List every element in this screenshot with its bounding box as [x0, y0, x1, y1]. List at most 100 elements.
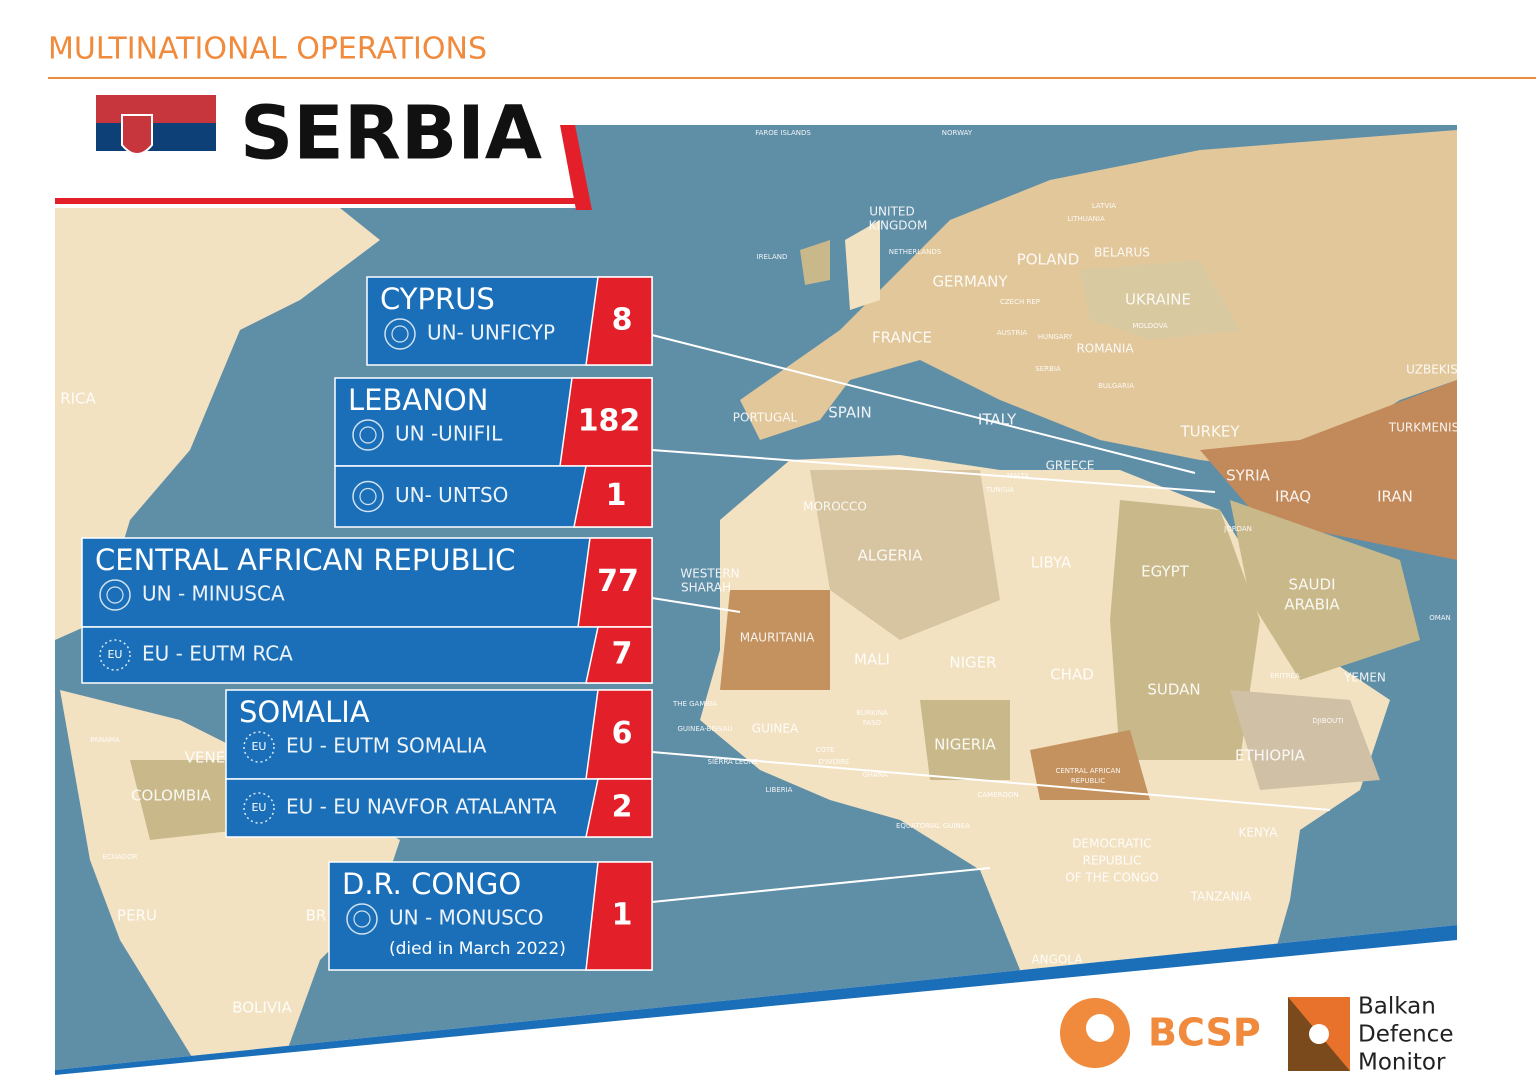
map-label: TANZANIA — [1190, 890, 1253, 904]
panel-bg — [225, 778, 653, 838]
map-label: ANGOLA — [1031, 953, 1083, 967]
connector — [651, 449, 1216, 493]
operation: D.R. CONGO UN - MONUSCO (died in March 202… — [328, 861, 653, 971]
connector — [651, 751, 1331, 811]
map-label: BURKINA — [856, 709, 888, 717]
operation: CYPRUS UN- UNFICYP 8 — [366, 276, 653, 366]
map-label: LIBERIA — [766, 786, 793, 794]
un-emblem — [352, 419, 384, 451]
map-label: FAROE ISLANDS — [755, 129, 811, 137]
operation: LEBANON UN -UNIFIL 182 UN- UNTSO 1 — [334, 377, 653, 528]
operation-country: CYPRUS — [380, 282, 495, 316]
bdm-name: Defence — [1358, 1022, 1453, 1048]
map-label: GREECE — [1046, 459, 1095, 473]
mission-name: EU - EUTM RCA — [142, 642, 293, 666]
flag-stripe — [96, 151, 216, 179]
land — [1030, 730, 1150, 800]
mission-name: UN - MINUSCA — [142, 582, 285, 606]
map-label: GUINEA — [752, 722, 799, 736]
map-label: CZECH REP — [1000, 298, 1040, 306]
map-label: REPUBLIC — [1083, 854, 1142, 868]
land — [1230, 500, 1420, 680]
eu-emblem-text: EU — [107, 648, 122, 661]
personnel-count: 1 — [612, 898, 633, 933]
operation-country: SOMALIA — [239, 695, 370, 729]
map-label: SERBIA — [1035, 365, 1061, 373]
eu-emblem-text: EU — [251, 740, 266, 753]
map-label: MAURITANIA — [740, 631, 815, 645]
banner: SERBIA — [55, 91, 592, 210]
map-label: IRAN — [1377, 488, 1413, 506]
connector — [651, 867, 991, 903]
personnel-count: 77 — [597, 564, 639, 599]
map-label: DJIBOUTI — [1312, 717, 1343, 725]
un-emblem — [346, 903, 378, 935]
map-label: VENE — [185, 749, 225, 767]
map-label: YEMEN — [1343, 671, 1386, 685]
flag-coat — [121, 114, 153, 155]
map-label: UNITED — [869, 205, 914, 219]
un-emblem — [352, 480, 384, 513]
bdm-icon — [1309, 1024, 1329, 1044]
map-label: NORWAY — [942, 129, 973, 137]
personnel-count: 6 — [612, 716, 633, 751]
map-label: TURKEY — [1179, 423, 1240, 441]
map-label: IRAQ — [1275, 488, 1311, 506]
map-label: BULGARIA — [1098, 382, 1134, 390]
personnel-count: 2 — [612, 790, 633, 825]
map-label: IRELAND — [757, 253, 788, 261]
banner-accent — [560, 125, 592, 210]
map-label: WESTERN — [680, 567, 739, 581]
count-bg — [585, 276, 653, 366]
un-emblem — [359, 487, 377, 506]
bdm-name: Balkan — [1358, 994, 1436, 1020]
count-bg — [573, 465, 653, 528]
map-label: PERU — [117, 907, 157, 925]
map-label: THE GAMBIA — [672, 700, 717, 708]
map-label: MOROCCO — [803, 500, 867, 514]
map-label: ERITREA — [1270, 672, 1300, 680]
land — [1080, 260, 1240, 340]
flag-stripe — [96, 95, 216, 123]
map-label: NIGER — [949, 654, 996, 672]
logos: BCSP Balkan Defence Monitor — [1060, 994, 1453, 1076]
count-bg — [585, 861, 653, 971]
map-label: LITHUANIA — [1067, 215, 1105, 223]
map-label: BELARUS — [1094, 246, 1150, 260]
map-label: AUSTRIA — [997, 329, 1028, 337]
map-label: GERMANY — [932, 273, 1008, 291]
map — [55, 125, 1457, 1075]
map-label: MOLDOVA — [1132, 322, 1168, 330]
map-label: RICA — [60, 390, 96, 408]
personnel-count: 8 — [612, 303, 633, 338]
map-label: COLOMBIA — [131, 787, 212, 805]
map-label: OF THE CONGO — [1065, 871, 1158, 885]
operation: SOMALIA EU EU - EUTM SOMALIA 6 EU EU - EU NAV… — [225, 689, 653, 838]
map-label: NETHERLANDS — [889, 248, 942, 256]
operation-country: LEBANON — [348, 383, 488, 417]
map-label: EQUATORIAL GUINEA — [896, 822, 970, 830]
count-bg — [585, 626, 653, 684]
mission-note: (died in March 2022) — [389, 939, 566, 959]
un-emblem — [391, 325, 409, 343]
map-label: CENTRAL AFRICAN — [1056, 767, 1121, 775]
eu-emblem — [99, 639, 131, 671]
country-title: SERBIA — [240, 91, 542, 177]
land — [920, 700, 1010, 780]
un-emblem — [359, 426, 377, 444]
map-label: POLAND — [1017, 251, 1080, 269]
eu-emblem-text: EU — [251, 801, 266, 814]
personnel-count: 1 — [606, 478, 627, 513]
operation-country: CENTRAL AFRICAN REPUBLIC — [95, 543, 515, 577]
map-label: ETHIOPIA — [1235, 747, 1306, 765]
map-label: CHAD — [1050, 666, 1094, 684]
map-label: LATVIA — [1092, 202, 1116, 210]
map-label: CAMEROON — [977, 791, 1018, 799]
map-label: ROMANIA — [1076, 342, 1134, 356]
map-label: NIGERIA — [934, 736, 997, 754]
map-label: BOLIVIA — [232, 999, 292, 1017]
map-label: BR — [306, 907, 327, 925]
map-label: SPAIN — [828, 404, 872, 422]
mission-name: EU - EU NAVFOR ATALANTA — [286, 795, 557, 819]
